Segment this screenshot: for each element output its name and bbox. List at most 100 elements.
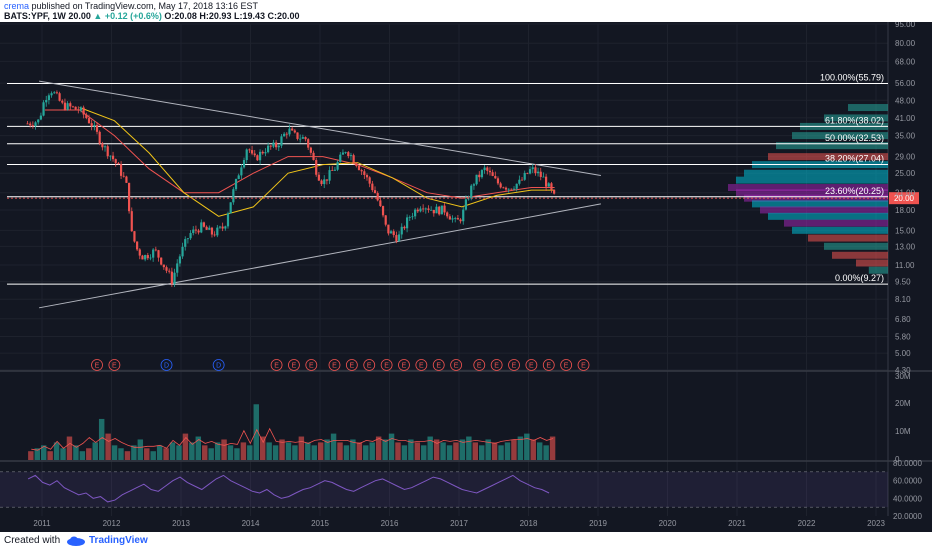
event-marker-label: E xyxy=(350,363,355,370)
time-tick-label: 2022 xyxy=(798,519,816,528)
volume-bar xyxy=(298,436,305,460)
volume-bar xyxy=(311,445,317,460)
candle-body xyxy=(379,200,382,207)
created-with-text: Created with xyxy=(4,535,61,546)
candle-body xyxy=(315,160,318,175)
volume-bar xyxy=(375,436,382,460)
volume-profile-bar xyxy=(848,104,888,112)
candle-body xyxy=(186,238,190,240)
price-tick-label: 9.50 xyxy=(895,277,911,286)
volume-bar xyxy=(401,445,408,460)
candle-body xyxy=(411,216,414,218)
candle-body xyxy=(502,187,505,189)
volume-bar xyxy=(92,442,98,460)
candle-body xyxy=(106,146,109,157)
volume-bar xyxy=(131,445,137,460)
candle-body xyxy=(37,119,40,123)
tradingview-brand[interactable]: TradingView xyxy=(89,535,148,546)
candle-body xyxy=(347,152,350,157)
event-marker-circle xyxy=(577,359,590,371)
publish-info: crema published on TradingView.com, May … xyxy=(4,1,258,11)
candle-body xyxy=(499,183,502,188)
candle-body xyxy=(146,255,149,259)
candle-body xyxy=(111,155,115,160)
time-tick-label: 2011 xyxy=(33,519,51,528)
volume-tick-label: 20M xyxy=(895,399,911,408)
trendline xyxy=(39,80,601,176)
candle-body xyxy=(154,249,157,251)
price-tick-label: 6.80 xyxy=(895,315,911,324)
rsi-tick-label: 60.0000 xyxy=(893,477,922,486)
candle-body xyxy=(138,249,141,256)
candle-body xyxy=(264,152,267,154)
candle-body xyxy=(47,95,51,101)
candle-body xyxy=(90,123,93,127)
candle-body xyxy=(210,227,214,235)
volume-bar xyxy=(98,418,105,460)
candle-body xyxy=(539,171,542,177)
volume-bar xyxy=(28,451,34,460)
volume-bar xyxy=(73,445,79,460)
candle-body xyxy=(256,155,259,161)
candle-body xyxy=(504,187,508,190)
volume-bar xyxy=(221,439,227,460)
candle-body xyxy=(531,167,534,170)
candle-body xyxy=(405,217,409,229)
volume-bar xyxy=(105,433,111,460)
candle-body xyxy=(240,167,243,176)
fibonacci-retracement[interactable]: 100.00%(55.79) 61.80%(38.02) 50.00%(32.53)… xyxy=(7,73,888,285)
candle-body xyxy=(55,92,59,94)
volume-profile-bar xyxy=(744,169,888,177)
candle-body xyxy=(117,163,120,165)
author-link[interactable]: crema xyxy=(4,1,30,11)
price-tick-label: 48.00 xyxy=(895,96,916,105)
time-tick-label: 2020 xyxy=(659,519,677,528)
volume-bar xyxy=(543,445,549,460)
candle-body xyxy=(125,176,128,183)
volume-bar xyxy=(240,442,247,460)
candle-body xyxy=(475,174,478,185)
event-marker-label: E xyxy=(546,363,551,370)
event-marker-circle xyxy=(398,359,410,371)
candle-body xyxy=(467,198,470,200)
candle-body xyxy=(162,264,165,268)
candle-body xyxy=(435,206,438,214)
price-axis[interactable]: 95.00 80.00 68.00 56.00 48.00 41.00 35.00 29.00… xyxy=(893,22,922,521)
event-marker-circle xyxy=(328,359,341,371)
rsi-tick-label: 40.0000 xyxy=(893,494,922,503)
volume-bar xyxy=(34,448,40,460)
volume-bar xyxy=(459,439,466,460)
candle-body xyxy=(299,138,302,140)
candle-body xyxy=(157,250,160,258)
candle-body xyxy=(61,100,64,103)
volume-bar xyxy=(144,448,150,460)
event-marker-label: E xyxy=(95,363,100,370)
volume-tick-label: 0 xyxy=(895,455,900,464)
symbol-info: BATS:YPF, 1W 20.00 ▲ +0.12 (+0.6%) O:20.… xyxy=(4,11,299,21)
candle-body xyxy=(515,183,518,189)
candle-body xyxy=(291,128,294,131)
time-axis[interactable]: 2011 2012 2013 2014 2015 2016 2017 2018 2019 2020… xyxy=(33,519,885,528)
candle-body xyxy=(523,172,526,180)
candle-body xyxy=(307,139,310,148)
event-marker-label: E xyxy=(292,363,297,370)
candle-body xyxy=(261,151,264,154)
event-marker-label: E xyxy=(309,363,314,370)
price-change: +0.12 (+0.6%) xyxy=(104,11,162,21)
rsi-tick-label: 80.0000 xyxy=(893,459,922,468)
candle-body xyxy=(184,239,187,247)
price-tick-label: 35.00 xyxy=(895,132,916,141)
candle-body xyxy=(74,106,77,110)
moving-average-line xyxy=(44,109,555,199)
event-marker-circle xyxy=(160,359,173,371)
candle-body xyxy=(422,208,425,210)
price-tick-label: 68.00 xyxy=(895,57,916,66)
candle-body xyxy=(101,143,104,148)
trendlines[interactable] xyxy=(39,80,601,309)
candle-body xyxy=(181,246,184,257)
price-chart[interactable]: 100.00%(55.79) 61.80%(38.02) 50.00%(32.53)… xyxy=(0,22,932,532)
candle-body xyxy=(141,255,144,260)
candle-body xyxy=(58,93,61,101)
price-tick-label: 5.80 xyxy=(895,333,911,342)
